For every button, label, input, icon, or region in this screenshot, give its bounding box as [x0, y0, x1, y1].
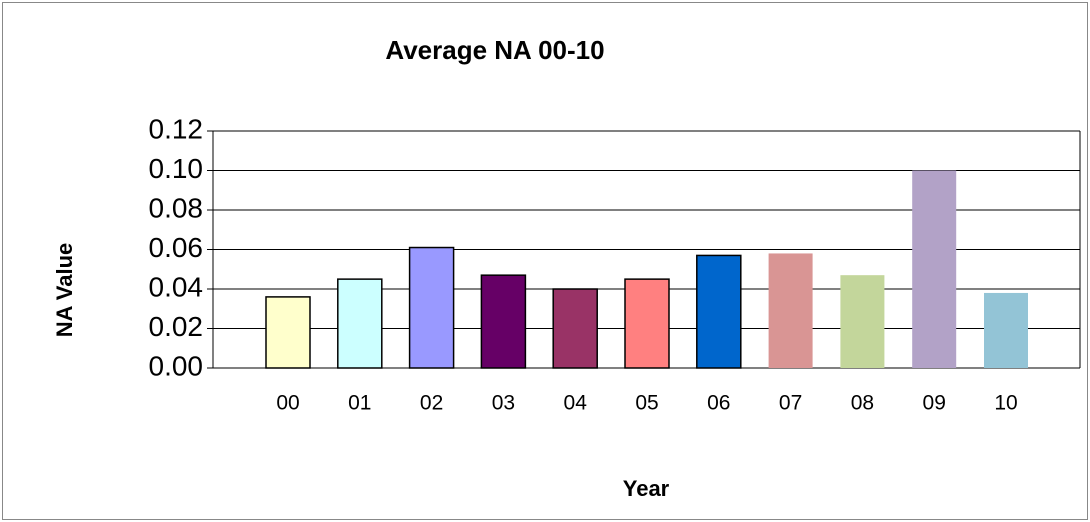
bar: [840, 275, 885, 368]
x-tick-label: 03: [492, 392, 515, 415]
y-tick-label: 0.08: [149, 192, 204, 223]
chart-title: Average NA 00-10: [385, 35, 604, 65]
x-tick-label: 06: [707, 392, 730, 415]
bar: [696, 254, 742, 369]
x-tick-label: 04: [564, 392, 588, 415]
x-tick-label: 00: [276, 392, 299, 415]
x-tick-label: 02: [420, 392, 443, 415]
bar: [552, 288, 598, 369]
bar: [984, 292, 1028, 368]
bar: [624, 278, 670, 369]
y-tick-label: 0.12: [149, 113, 204, 144]
x-tick-label: 01: [348, 392, 371, 415]
y-tick-label: 0.02: [149, 311, 204, 342]
bar: [408, 246, 455, 369]
x-axis-label: Year: [623, 476, 670, 501]
y-tick-label: 0.10: [149, 153, 204, 184]
y-tick-label: 0.00: [149, 350, 204, 381]
x-tick-label: 10: [994, 392, 1017, 415]
bar: [337, 278, 383, 369]
x-tick-label: 07: [779, 392, 802, 415]
bar: [912, 170, 957, 368]
y-tick-label: 0.06: [149, 232, 204, 263]
bar: [265, 296, 311, 369]
y-tick-label: 0.04: [149, 271, 204, 302]
y-axis-label: NA Value: [52, 243, 77, 338]
bar: [480, 274, 527, 369]
x-tick-label: 05: [635, 392, 658, 415]
x-tick-label: 09: [923, 392, 946, 415]
x-tick-label: 08: [851, 392, 874, 415]
bar: [768, 253, 813, 368]
